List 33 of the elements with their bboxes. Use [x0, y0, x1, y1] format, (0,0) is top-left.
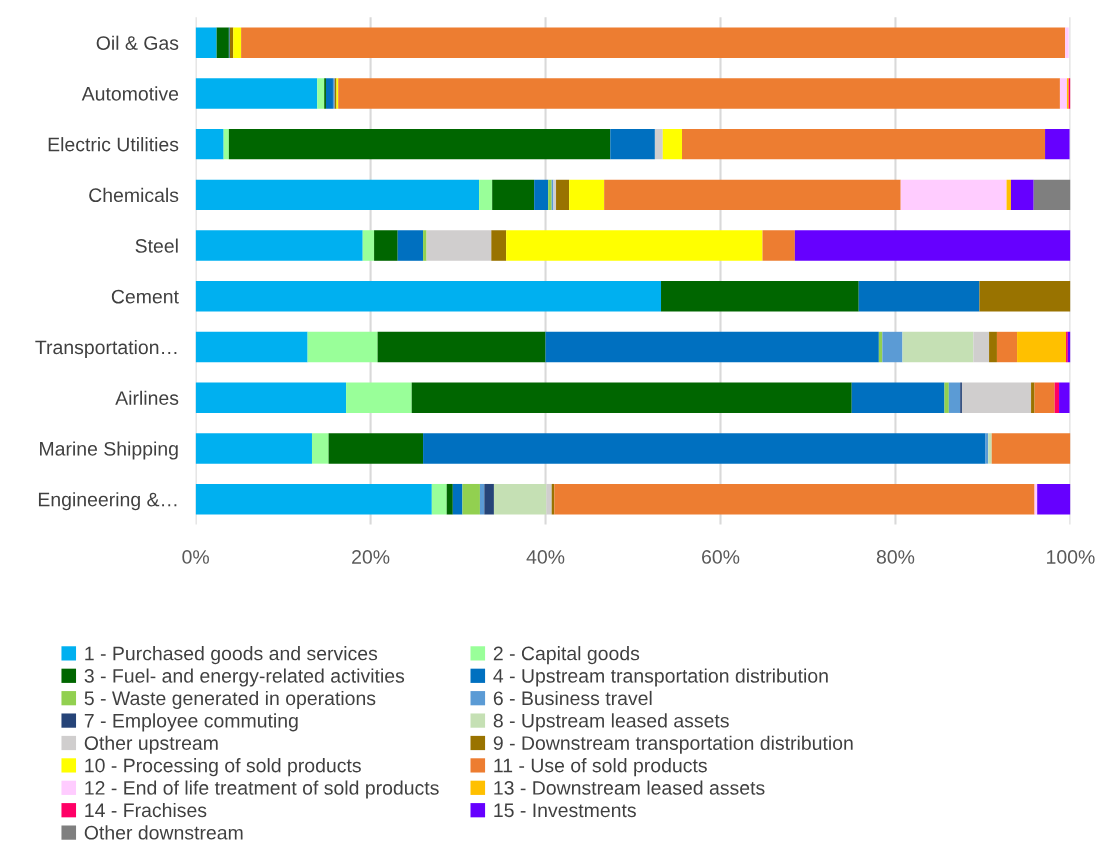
x-tick-label: 40%: [526, 550, 565, 564]
legend-label: 11 - Use of sold products: [494, 758, 707, 777]
legend-label: 8 - Upstream leased assets: [493, 713, 729, 732]
legend-label: 1 - Purchased goods and services: [85, 646, 378, 665]
legend-label: 13 - Downstream leased assets: [494, 780, 765, 795]
y-tick-label: Electric Utilities: [48, 137, 179, 152]
legend-label: 10 - Processing of sold products: [85, 758, 361, 777]
y-tick-label: Marine Shipping: [40, 441, 178, 460]
y-tick-label: Engineering &…: [38, 492, 177, 511]
legend-label: 14 - Frachises: [85, 802, 207, 818]
y-tick-label: Oil & Gas: [96, 35, 179, 50]
legend-label: 9 - Downstream transportation distribution: [493, 735, 853, 754]
x-tick-label: 60%: [702, 550, 740, 564]
legend-label: 6 - Business travel: [493, 690, 652, 706]
legend-label: 2 - Capital goods: [493, 646, 640, 665]
legend-label: 7 - Employee commuting: [84, 713, 298, 732]
y-tick-label: Steel: [135, 238, 178, 253]
x-tick-label: 80%: [876, 550, 915, 564]
legend-label: 3 - Fuel- and energy-related activities: [84, 668, 405, 687]
y-tick-label: Chemicals: [89, 187, 179, 203]
y-tick-label: Airlines: [115, 390, 179, 405]
y-tick-label: Cement: [111, 289, 179, 304]
legend-label: 4 - Upstream transportation distribution: [493, 668, 828, 687]
legend-label: Other downstream: [84, 825, 243, 840]
legend-label: Other upstream: [84, 735, 218, 754]
y-tick-label: Transportation…: [35, 339, 177, 359]
x-tick-label: 0%: [182, 550, 209, 564]
x-tick-label: 20%: [352, 550, 390, 564]
y-tick-label: Automotive: [81, 86, 179, 101]
legend-label: 5 - Waste generated in operations: [84, 690, 376, 710]
legend-label: 12 - End of life treatment of sold products: [85, 780, 439, 799]
x-tick-label: 100%: [1047, 550, 1095, 564]
legend-label: 15 - Investments: [494, 803, 636, 818]
